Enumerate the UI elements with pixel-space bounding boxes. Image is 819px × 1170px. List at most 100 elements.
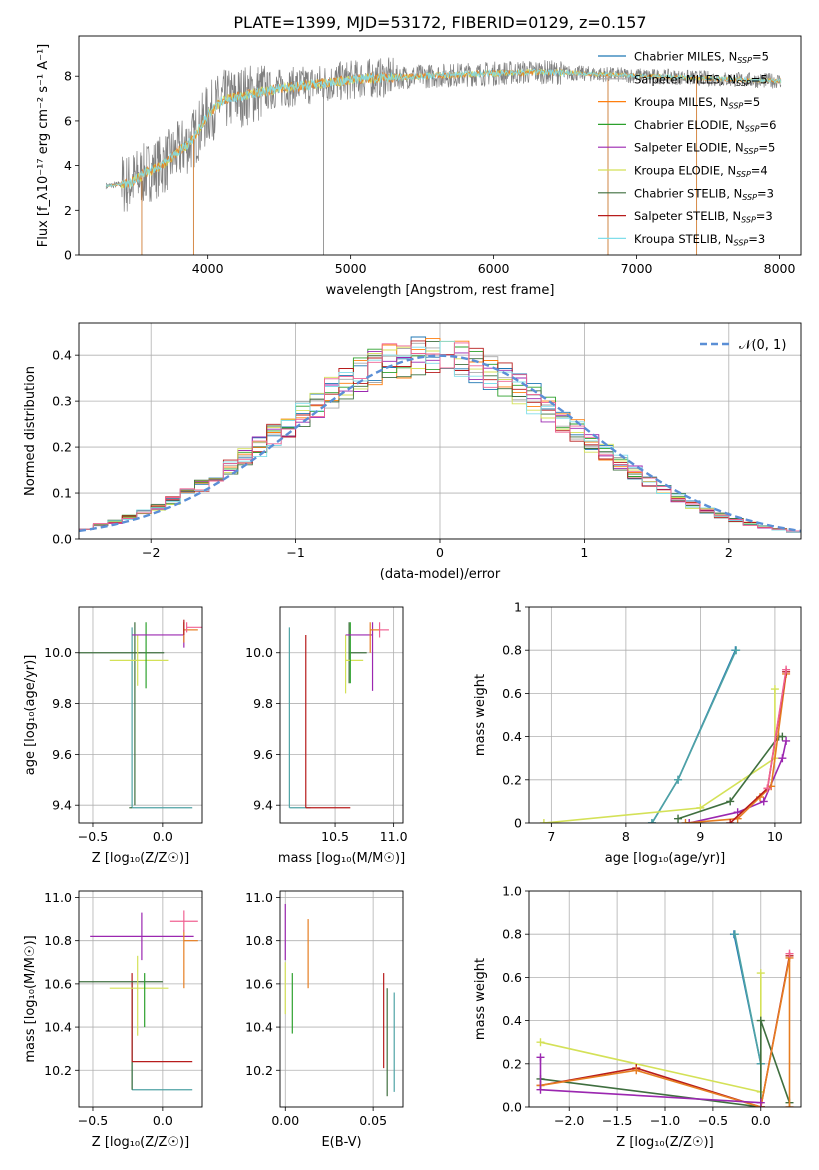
x-tick-label: 0.0: [153, 1113, 173, 1128]
weight-marker: [770, 685, 779, 694]
weight-line: [540, 957, 791, 1107]
y-tick-label: 0.2: [502, 772, 522, 787]
plot-area: [280, 607, 403, 823]
x-axis-label: (data-model)/error: [380, 567, 501, 582]
legend-label: 𝒩(0, 1): [739, 338, 786, 353]
weight-series: [539, 685, 779, 823]
y-tick-label: 10.4: [245, 1020, 273, 1035]
x-tick-label: 0: [436, 545, 444, 560]
x-axis-label: age [log₁₀(age/yr)]: [605, 851, 726, 866]
y-axis-label: mass weight: [473, 674, 488, 756]
weight-marker: [536, 1053, 545, 1062]
legend-label: Salpeter MILES, NSSP=5: [634, 72, 768, 88]
weight-marker: [647, 819, 656, 823]
y-tick-label: 9.8: [253, 696, 273, 711]
y-tick-label: 0: [64, 248, 72, 263]
errorbar-point: [305, 634, 351, 809]
weight-marker: [685, 819, 694, 823]
axes-frame: [528, 890, 802, 1108]
y-tick-label: 0.1: [52, 486, 72, 501]
legend-label: Chabrier ELODIE, NSSP=6: [634, 118, 776, 134]
errorbar-point: [345, 622, 374, 691]
y-tick-label: 0: [514, 816, 522, 831]
weight-marker: [756, 1098, 765, 1107]
legend-label: Salpeter ELODIE, NSSP=5: [634, 141, 775, 157]
weight-marker: [782, 736, 791, 745]
weight-marker: [681, 819, 690, 823]
errorbar-point: [378, 622, 389, 638]
x-tick-label: 1: [580, 545, 588, 560]
legend-label: Chabrier STELIB, NSSP=3: [634, 186, 774, 202]
weight-series: [536, 969, 765, 1096]
x-tick-label: −1.0: [650, 1113, 680, 1128]
x-tick-label: −0.5: [698, 1113, 728, 1128]
axes-frame: [528, 606, 802, 824]
y-tick-label: 0.8: [502, 927, 522, 942]
y-tick-label: 6: [64, 113, 72, 128]
weight-marker: [778, 732, 787, 741]
y-tick-label: 0.4: [502, 729, 522, 744]
normal-curve: [79, 354, 801, 533]
y-tick-label: 1: [514, 600, 522, 615]
x-axis-label: mass [log₁₀(M/M☉)]: [278, 851, 405, 866]
y-tick-label: 10.6: [245, 976, 273, 991]
y-tick-label: 0.6: [502, 970, 522, 985]
y-tick-label: 0.2: [52, 440, 72, 455]
x-axis-label: wavelength [Angstrom, rest frame]: [326, 283, 555, 298]
x-tick-label: 0.00: [271, 1113, 299, 1128]
y-tick-label: 9.4: [253, 798, 273, 813]
x-tick-label: 0.05: [359, 1113, 387, 1128]
x-tick-label: 7: [547, 829, 555, 844]
y-tick-label: 11.0: [44, 890, 72, 905]
weight-marker: [778, 754, 787, 763]
x-tick-label: 8: [622, 829, 630, 844]
y-tick-label: 10.4: [44, 1020, 72, 1035]
x-tick-label: −1.5: [602, 1113, 632, 1128]
x-tick-label: −0.5: [78, 829, 108, 844]
plot-mass_vs_z: −0.5 0.0 10.2 10.4 10.6 10.8 11.0 Z [log₁₀(Z/Z☉…: [23, 890, 203, 1150]
x-tick-label: 8000: [764, 261, 796, 276]
y-tick-label: 9.6: [253, 747, 273, 762]
plot-mass_weight_vs_age: 7 8 9 10 0 0.2 0.4 0.6 0.8 1 age [log₁₀(age/yr)] ma…: [473, 600, 802, 866]
weight-line: [766, 669, 787, 789]
errorbar-point: [183, 622, 198, 643]
x-tick-label: −0.5: [78, 1113, 108, 1128]
weight-line: [543, 689, 776, 823]
x-tick-label: 7000: [621, 261, 653, 276]
weight-marker: [785, 949, 794, 958]
residuals-legend: 𝒩(0, 1): [700, 338, 786, 353]
y-tick-label: 10.2: [245, 1063, 273, 1078]
axes-frame: [279, 606, 404, 824]
plot-area: [529, 891, 801, 1107]
y-tick-label: 10.8: [44, 933, 72, 948]
figure-title: PLATE=1399, MJD=53172, FIBERID=0129, z=0…: [233, 13, 646, 32]
legend-label: Salpeter STELIB, NSSP=3: [634, 209, 773, 225]
y-tick-label: 0.4: [502, 1013, 522, 1028]
weight-marker: [756, 1016, 765, 1025]
y-tick-label: 4: [64, 158, 72, 173]
weight-marker: [726, 797, 735, 806]
x-axis-label: Z [log₁₀(Z/Z☉)]: [92, 851, 189, 866]
weight-marker: [536, 1085, 545, 1094]
errorbar-point: [169, 910, 198, 933]
errorbar-point: [348, 622, 367, 684]
axes-frame: [78, 606, 203, 824]
y-tick-label: 0.3: [52, 394, 72, 409]
plot-area: [79, 323, 801, 539]
weight-marker: [536, 1038, 545, 1047]
weight-line: [677, 735, 783, 820]
x-tick-label: 9: [696, 829, 704, 844]
y-tick-label: 10.8: [245, 933, 273, 948]
plot-area: [79, 607, 202, 823]
weight-marker: [674, 814, 683, 823]
y-axis-label: Flux [f_λ10⁻¹⁷ erg cm⁻² s⁻¹ A⁻¹]: [36, 44, 51, 248]
x-tick-label: 0.0: [751, 1113, 771, 1128]
plot-area: [529, 607, 801, 823]
errorbar-point: [109, 634, 169, 686]
y-tick-label: 9.8: [52, 696, 72, 711]
weight-marker: [539, 819, 548, 823]
weight-line: [540, 1020, 791, 1107]
errorbar-point: [90, 912, 194, 961]
x-tick-label: 4000: [192, 261, 224, 276]
